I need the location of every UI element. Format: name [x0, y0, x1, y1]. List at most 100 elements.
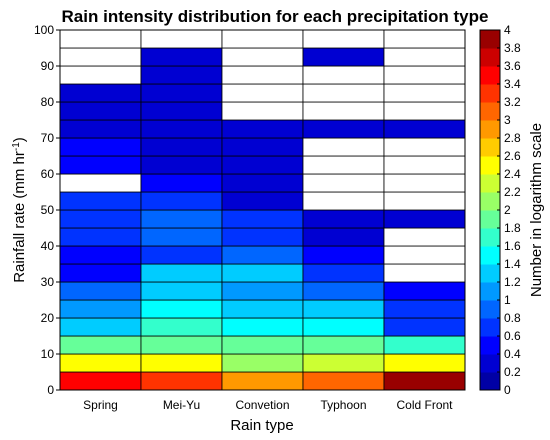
colorbar-segment — [480, 300, 500, 319]
heatmap-cell — [221, 65, 304, 85]
colorbar-segment — [480, 48, 500, 67]
heatmap-cell — [383, 371, 466, 391]
heatmap-cell — [59, 371, 142, 391]
heatmap-cell — [221, 155, 304, 175]
colorbar-tick-label: 1.6 — [504, 239, 521, 253]
heatmap-cell — [302, 335, 385, 355]
colorbar-tick-label: 0.4 — [504, 347, 521, 361]
heatmap-cell — [383, 191, 466, 211]
heatmap-cell — [302, 65, 385, 85]
heatmap-cell — [221, 371, 304, 391]
colorbar-tick-label: 0.8 — [504, 311, 521, 325]
colorbar-tick-label: 0 — [504, 383, 511, 397]
heatmap-cell — [302, 263, 385, 283]
heatmap-cell — [221, 191, 304, 211]
x-axis-label: Rain type — [230, 417, 293, 434]
colorbar-tick-label: 0.6 — [504, 329, 521, 343]
y-tick-label: 70 — [41, 131, 55, 145]
heatmap-cell — [302, 299, 385, 319]
heatmap-cell — [383, 47, 466, 67]
heatmap-cell — [140, 209, 223, 229]
colorbar-segment — [480, 372, 500, 391]
heatmap-cell — [383, 299, 466, 319]
heatmap-cell — [383, 119, 466, 139]
heatmap-cell — [59, 191, 142, 211]
colorbar-segment — [480, 192, 500, 211]
heatmap-cell — [59, 227, 142, 247]
x-tick-label: Cold Front — [396, 398, 453, 412]
heatmap-cell — [302, 317, 385, 337]
heatmap-cell — [221, 119, 304, 139]
heatmap-cell — [140, 335, 223, 355]
heatmap-cell — [140, 83, 223, 103]
colorbar-tick-label: 2 — [504, 203, 511, 217]
heatmap-cell — [59, 209, 142, 229]
colorbar-segment — [480, 30, 500, 49]
heatmap-cell — [140, 155, 223, 175]
chart-title: Rain intensity distribution for each pre… — [62, 7, 489, 26]
heatmap-cell — [302, 83, 385, 103]
y-axis-label: Rainfall rate (mm hr-1) — [11, 137, 29, 283]
colorbar-tick-label: 3 — [504, 113, 511, 127]
colorbar-segment — [480, 174, 500, 193]
heatmap-cell — [140, 47, 223, 67]
heatmap-cell — [221, 29, 304, 49]
heatmap-cell — [302, 101, 385, 121]
heatmap-cell — [59, 29, 142, 49]
colorbar-tick-label: 2.6 — [504, 149, 521, 163]
heatmap-cell — [383, 101, 466, 121]
colorbar-segment — [480, 66, 500, 85]
heatmap-cell — [221, 245, 304, 265]
x-tick-label: Typhoon — [320, 398, 366, 412]
heatmap-cell — [383, 29, 466, 49]
colorbar-tick-label: 4 — [504, 23, 511, 37]
colorbar-segment — [480, 246, 500, 265]
colorbar-segment — [480, 156, 500, 175]
y-tick-label: 10 — [41, 347, 55, 361]
heatmap-cell — [383, 263, 466, 283]
heatmap-cell — [221, 317, 304, 337]
colorbar-tick-label: 2.8 — [504, 131, 521, 145]
colorbar-tick-label: 1 — [504, 293, 511, 307]
colorbar-tick-label: 2.4 — [504, 167, 521, 181]
colorbar-tick-label: 3.2 — [504, 95, 521, 109]
y-tick-label: 50 — [41, 203, 55, 217]
heatmap-cell — [383, 155, 466, 175]
heatmap-cell — [59, 155, 142, 175]
colorbar-label: Number in logarithm scale — [528, 123, 545, 297]
heatmap-cell — [302, 371, 385, 391]
heatmap-cell — [140, 101, 223, 121]
x-tick-label: Convetion — [235, 398, 289, 412]
heatmap-cell — [302, 137, 385, 157]
heatmap-cell — [302, 245, 385, 265]
heatmap-cell — [302, 119, 385, 139]
heatmap-cell — [59, 101, 142, 121]
heatmap-cell — [221, 173, 304, 193]
heatmap-cell — [59, 65, 142, 85]
heatmap-cell — [302, 281, 385, 301]
heatmap-cell — [140, 119, 223, 139]
heatmap-cell — [59, 137, 142, 157]
heatmap-cell — [221, 353, 304, 373]
y-tick-label: 100 — [34, 23, 54, 37]
colorbar-segment — [480, 102, 500, 121]
heatmap-cell — [59, 281, 142, 301]
heatmap-cell — [59, 245, 142, 265]
x-tick-label: Spring — [83, 398, 118, 412]
heatmap-cell — [221, 263, 304, 283]
colorbar-tick-label: 3.8 — [504, 41, 521, 55]
colorbar-segment — [480, 138, 500, 157]
heatmap-cell — [140, 65, 223, 85]
heatmap-cell — [383, 209, 466, 229]
colorbar-segment — [480, 282, 500, 301]
heatmap-cell — [59, 317, 142, 337]
colorbar-segment — [480, 210, 500, 229]
heatmap-cell — [221, 101, 304, 121]
heatmap-cell — [302, 173, 385, 193]
x-tick-label: Mei-Yu — [163, 398, 200, 412]
heatmap-cell — [140, 137, 223, 157]
heatmap-cell — [59, 353, 142, 373]
colorbar: 0 0.2 0.4 0.6 0.8 1 1.2 1.4 1.6 1.8 2 2.2 2.4 2.6 2.8 3… — [479, 23, 521, 397]
heatmap-cell — [59, 299, 142, 319]
